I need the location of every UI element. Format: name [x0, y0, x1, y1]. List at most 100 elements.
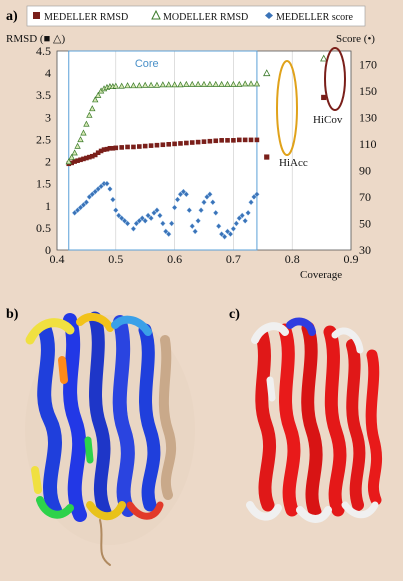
medeller-score-point: [136, 217, 143, 224]
legend-label-medeller-rmsd: MEDELLER RMSD: [44, 12, 128, 23]
medeller-score-point: [230, 225, 237, 232]
legend-marker-medeller-score: [265, 12, 273, 19]
medeller-score-point: [251, 193, 257, 200]
medeller-score-point: [142, 217, 148, 224]
medeller-rmsd-point: [131, 144, 136, 150]
medeller-rmsd-point: [95, 150, 101, 156]
medeller-rmsd-point: [89, 153, 95, 159]
hiacc-ellipse: [276, 60, 298, 156]
modeller-rmsd-point: [92, 96, 99, 103]
modeller-rmsd-point: [200, 80, 208, 87]
x-tick-label: 0.5: [108, 252, 123, 266]
modeller-rmsd-point: [80, 129, 87, 136]
y2-tick-label: 50: [359, 216, 371, 230]
medeller-score-point: [74, 207, 81, 214]
legend-box: [26, 5, 366, 27]
medeller-score-point: [174, 196, 181, 203]
medeller-score-point: [118, 215, 125, 222]
modeller-rmsd-point: [212, 80, 219, 87]
medeller-score-point: [165, 231, 172, 238]
hicov-modeller-point: [320, 54, 328, 62]
medeller-score-point: [213, 209, 219, 216]
y-tick-label: 1: [45, 199, 51, 213]
medeller-score-point: [80, 201, 87, 208]
medeller-rmsd-point: [166, 142, 172, 147]
x-tick-label: 0.8: [285, 252, 300, 266]
medeller-rmsd-point: [84, 155, 89, 161]
medeller-rmsd-point: [110, 145, 116, 151]
protein-structure-image-b: [25, 311, 195, 566]
modeller-rmsd-point: [183, 80, 190, 87]
y2-axis-title: Score (•): [336, 33, 375, 45]
medeller-score-point: [218, 231, 225, 238]
medeller-score-point: [89, 191, 96, 198]
medeller-score-point: [139, 215, 146, 222]
modeller-rmsd-point: [165, 81, 172, 88]
panel-label-c: c): [229, 307, 240, 322]
y-tick-label: 2.5: [36, 132, 51, 146]
medeller-score-point: [186, 207, 193, 214]
y-tick-label: 3: [45, 110, 51, 124]
medeller-rmsd-point: [184, 140, 189, 146]
medeller-rmsd-point: [242, 137, 248, 143]
x-tick-label: 0.6: [167, 252, 182, 266]
medeller-score-point: [154, 207, 160, 214]
modeller-rmsd-point: [83, 120, 90, 127]
medeller-score-point: [145, 212, 151, 219]
medeller-score-point: [160, 220, 166, 227]
x-tick-label: 0.7: [226, 252, 241, 266]
panel-label-b: b): [6, 307, 19, 322]
medeller-rmsd-point: [75, 158, 80, 163]
medeller-score-point: [207, 191, 213, 198]
medeller-score-point: [163, 228, 169, 235]
medeller-score-point: [133, 220, 140, 227]
y2-tick-label: 170: [359, 57, 377, 71]
medeller-rmsd-point: [213, 138, 219, 144]
medeller-rmsd-point: [201, 139, 207, 144]
medeller-rmsd-point: [137, 144, 142, 149]
medeller-score-point: [215, 223, 222, 230]
medeller-score-point: [151, 209, 157, 216]
medeller-score-point: [236, 215, 243, 222]
medeller-score-point: [115, 212, 122, 219]
medeller-rmsd-point: [142, 143, 148, 149]
medeller-rmsd-point: [231, 138, 236, 143]
y-ticks: 0 0.5 1 1.5 2 2.5 3 3.5 4 4.5: [36, 44, 51, 257]
hicov-label: HiCov: [313, 114, 343, 126]
modeller-rmsd-point: [177, 81, 184, 88]
medeller-rmsd-point: [254, 137, 260, 143]
modeller-rmsd-point: [136, 82, 143, 89]
medeller-rmsd-point: [219, 138, 224, 143]
modeller-rmsd-point: [130, 82, 137, 89]
legend-marker-medeller-rmsd: [33, 12, 40, 19]
y-axis-title: RMSD (■ △): [6, 33, 65, 45]
medeller-score-point: [104, 180, 110, 187]
modeller-rmsd-point: [159, 81, 167, 88]
medeller-score-point: [124, 220, 131, 227]
y2-ticks: 30 50 70 90 110 130 150 170: [359, 57, 377, 257]
medeller-score-point: [92, 188, 98, 195]
modeller-rmsd-point: [124, 82, 131, 89]
medeller-rmsd-point: [189, 140, 195, 145]
y-tick-label: 0.5: [36, 221, 51, 235]
medeller-score-point: [177, 191, 184, 198]
medeller-score-point: [221, 233, 228, 240]
medeller-rmsd-point: [154, 142, 160, 148]
medeller-score-point: [245, 209, 251, 216]
medeller-score-point: [148, 215, 154, 222]
core-label: Core: [135, 58, 159, 70]
medeller-score-point: [171, 204, 178, 211]
medeller-score-point: [95, 186, 101, 192]
y-tick-label: 1.5: [36, 177, 51, 191]
medeller-rmsd-point: [92, 152, 98, 158]
y2-tick-label: 150: [359, 84, 377, 98]
medeller-score-point: [183, 191, 190, 198]
medeller-score-point: [107, 186, 113, 192]
series-medeller-rmsd: [66, 137, 260, 167]
medeller-rmsd-point: [113, 145, 119, 151]
modeller-rmsd-point: [112, 82, 119, 89]
hiacc-label: HiAcc: [279, 157, 308, 169]
hiacc-modeller-point: [263, 69, 271, 77]
medeller-score-point: [77, 204, 84, 211]
medeller-score-point: [204, 193, 210, 200]
